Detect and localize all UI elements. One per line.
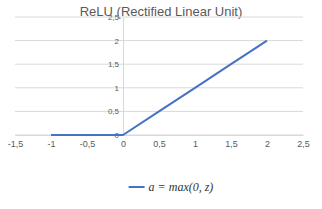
grid-line (15, 87, 303, 88)
grid-line (15, 64, 303, 65)
x-tick: 2,5 (297, 135, 310, 149)
y-tick-label: 0,5 (108, 107, 120, 116)
x-tick: 1 (193, 135, 198, 149)
chart: ReLU (Rectified Linear Unit)-1,5-1-0,500… (0, 0, 322, 209)
x-tick: 2 (265, 135, 270, 149)
legend-item: a = max(0, z) (129, 180, 214, 194)
x-tick-label: 0,5 (153, 139, 166, 149)
y-tick-label: 1,5 (108, 60, 120, 69)
x-tick: -1,5 (8, 135, 24, 149)
x-tick-label: 0 (121, 139, 126, 149)
legend-label: a = max(0, z) (149, 180, 214, 194)
y-tick: 2,5 (108, 13, 123, 22)
y-tick: 1,5 (108, 60, 123, 69)
x-tick-label: 1,5 (225, 139, 238, 149)
x-tick: -0,5 (80, 135, 96, 149)
x-tick-label: 2 (265, 139, 270, 149)
x-tick: 1,5 (225, 135, 238, 149)
x-tick: -1 (47, 135, 55, 149)
legend: a = max(0, z) (129, 180, 214, 194)
y-axis: 00,511,522,5 (108, 13, 124, 140)
grid-line (15, 17, 303, 18)
x-tick-label: 2,5 (297, 139, 310, 149)
y-tick: 2 (115, 37, 123, 46)
legend-swatch (129, 186, 145, 188)
y-tick-label: 1 (115, 84, 120, 93)
grid (15, 17, 303, 135)
x-tick-label: -0,5 (80, 139, 96, 149)
y-tick-label: 2 (115, 37, 120, 46)
y-axis-line (123, 18, 124, 136)
series-line (51, 41, 267, 135)
grid-line (15, 40, 303, 41)
x-tick-label: -1 (47, 139, 55, 149)
y-tick: 1 (115, 84, 123, 93)
x-tick: 0 (121, 135, 126, 149)
plot-area (51, 41, 267, 135)
y-tick-label: 2,5 (108, 13, 120, 22)
x-tick: 0,5 (153, 135, 166, 149)
y-tick: 0,5 (108, 107, 123, 116)
x-tick-label: -1,5 (8, 139, 24, 149)
x-tick-label: 1 (193, 139, 198, 149)
x-axis: -1,5 -1 -0,5 0 0,5 1 1,5 2 2,5 (8, 135, 310, 149)
